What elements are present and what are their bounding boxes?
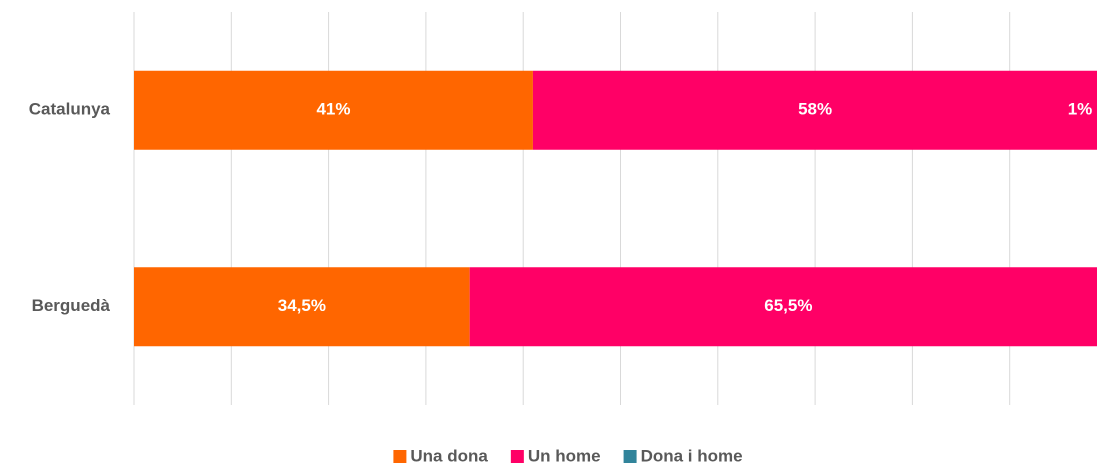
value-label: 58% [798, 100, 832, 119]
value-label: 65,5% [764, 296, 812, 315]
legend-swatch [393, 450, 407, 463]
value-label: 1% [1068, 100, 1093, 119]
bar-segment [469, 267, 1097, 347]
legend-swatch [623, 450, 637, 463]
value-label: 34,5% [278, 296, 326, 315]
category-label: Berguedà [32, 296, 111, 315]
legend-label: Una dona [410, 446, 488, 465]
bar-segment [134, 70, 533, 150]
legend-label: Dona i home [641, 446, 743, 465]
legend-swatch [510, 450, 524, 463]
bar-segment [134, 267, 470, 347]
category-label: Catalunya [29, 100, 111, 119]
bar-segment [532, 70, 1097, 150]
legend-label: Un home [528, 446, 601, 465]
value-label: 41% [316, 100, 350, 119]
